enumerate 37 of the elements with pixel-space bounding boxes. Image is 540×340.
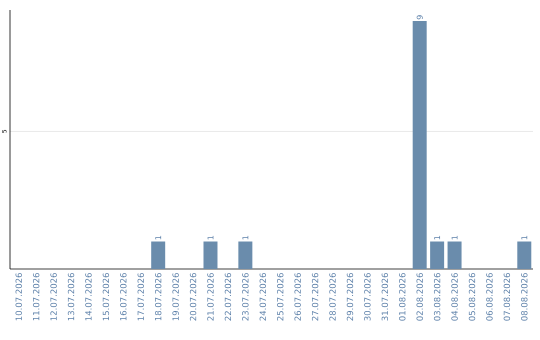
data-label: 1: [242, 236, 248, 240]
data-label: 1: [434, 236, 440, 240]
x-tick-label: 24.07.2026: [260, 273, 266, 321]
x-tick-label: 16.07.2026: [120, 273, 127, 320]
x-tick-label: 28.07.2026: [329, 273, 336, 321]
x-tick-label: 01.08.2026: [399, 273, 406, 321]
x-tick-label: 21.07.2026: [207, 273, 214, 321]
x-tick-label: 30.07.2026: [364, 273, 371, 321]
x-tick-label: 27.07.2026: [312, 273, 318, 321]
x-tick-label: 04.08.2026: [451, 273, 458, 321]
x-tick-label: 14.07.2026: [85, 273, 92, 320]
data-label: 1: [155, 236, 162, 240]
x-tick-label: 11.07.2026: [32, 273, 40, 320]
data-label: 1: [208, 236, 214, 240]
x-tick-label: 13.07.2026: [68, 273, 74, 320]
x-tick-label: 12.07.2026: [50, 273, 57, 320]
x-tick-label: 06.08.2026: [486, 273, 493, 321]
x-tick-label: 19.07.2026: [172, 273, 179, 320]
x-tick-label: 22.07.2026: [224, 273, 232, 321]
x-tick-label: 17.07.2026: [138, 273, 144, 320]
x-tick-label: 05.08.2026: [468, 273, 476, 321]
x-tick-label: 15.07.2026: [102, 273, 110, 320]
x-tick-label: 08.08.2026: [521, 273, 528, 321]
data-label: 1: [452, 236, 458, 240]
x-tick-label: 18.07.2026: [154, 273, 162, 320]
x-tick-label: 07.08.2026: [504, 273, 510, 321]
x-tick-label: 26.07.2026: [294, 273, 301, 321]
x-tick-label: 25.07.2026: [277, 273, 284, 321]
data-label: 9: [416, 15, 423, 20]
x-tick-label: 29.07.2026: [346, 273, 354, 321]
data-label: 1: [521, 236, 528, 240]
x-tick-label: 31.07.2026: [382, 273, 388, 321]
x-tick-label: 03.08.2026: [434, 273, 440, 321]
x-tick-label: 10.07.2026: [16, 273, 22, 320]
x-tick-label: 02.08.2026: [416, 273, 423, 321]
x-tick-label: 23.07.2026: [242, 273, 249, 321]
x-tick-label: 20.07.2026: [190, 273, 196, 321]
